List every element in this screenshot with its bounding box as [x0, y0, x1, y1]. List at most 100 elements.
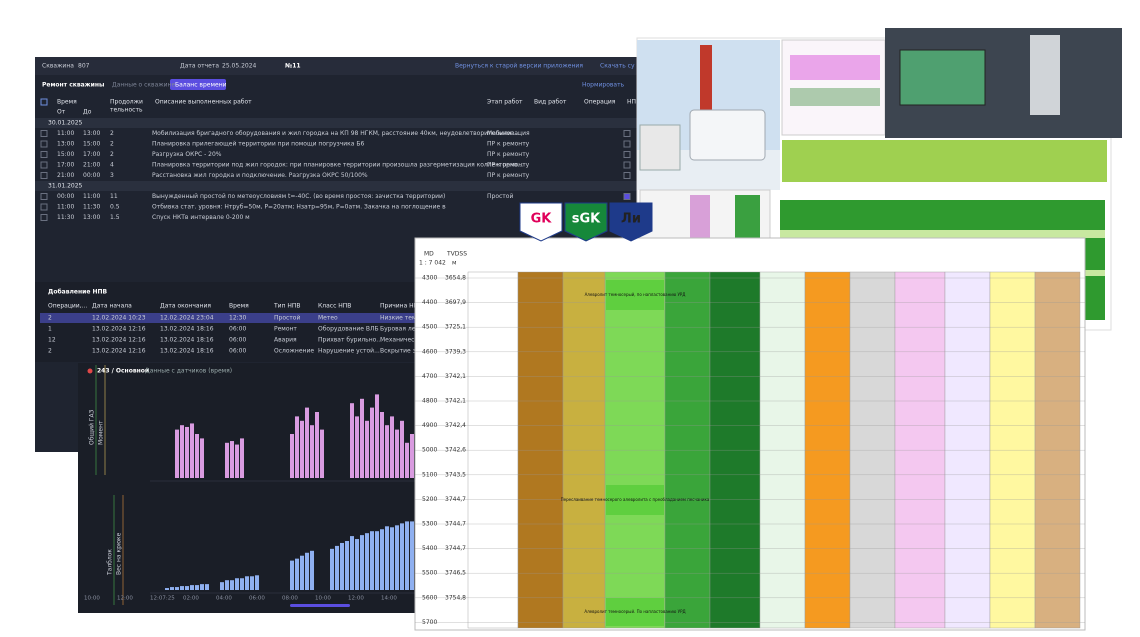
cell: 11:00 [57, 204, 74, 211]
track-badge [564, 202, 608, 242]
bar [310, 425, 314, 478]
cell: 13:00 [83, 130, 100, 137]
section-title: Добавление НПВ [48, 289, 108, 296]
bar [385, 526, 389, 590]
cell: Оборудование ВЛБ [318, 326, 379, 333]
checkbox[interactable] [40, 130, 48, 137]
tab[interactable]: Баланс времени [175, 82, 227, 89]
value[interactable]: 807 [78, 63, 90, 70]
tvdss-label: 3743,5 [445, 471, 466, 478]
bar [225, 442, 229, 478]
cell: Мобилизация [487, 130, 530, 137]
litho-box [606, 280, 664, 310]
tvdss-label: 3742,1 [445, 398, 466, 405]
cell: Механическ [380, 337, 418, 344]
litho-box [606, 485, 664, 515]
time-label: 12:00 [348, 596, 364, 602]
cell: 12.02.2024 23:04 [160, 315, 214, 322]
channel-label: Вес на крюке [116, 532, 123, 575]
cell: 11 [110, 193, 118, 200]
track-badge [609, 202, 653, 242]
checkbox[interactable] [623, 151, 631, 158]
bar [180, 586, 184, 590]
cell: 4 [110, 162, 114, 169]
group-date: 30.01.2025 [48, 120, 83, 127]
column-header: Время [229, 303, 249, 310]
cell: Вынужденный простой по метеоусловиям t=-… [152, 193, 445, 200]
cell: Нарушение устой... [318, 348, 380, 355]
checkbox[interactable] [40, 172, 48, 179]
litho-label: Алевролит темносерый, по напластованию У… [585, 292, 686, 297]
bar [170, 587, 174, 590]
depth-label: 4800 [422, 398, 437, 405]
cell: 12 [48, 337, 56, 344]
cell: 00:00 [83, 172, 100, 179]
cell: 15:00 [83, 141, 100, 148]
checkbox[interactable] [40, 140, 48, 148]
depth-label: 5100 [422, 471, 437, 478]
checkbox[interactable] [40, 203, 48, 211]
cell: Планировка территории под жил городок: п… [152, 162, 523, 169]
checkbox[interactable] [623, 172, 631, 179]
depth-label: 4900 [422, 422, 437, 429]
photo-derrick [700, 45, 712, 125]
tab[interactable]: Данные о скважине [112, 82, 175, 89]
checkbox[interactable] [40, 151, 48, 158]
selected-row [40, 313, 415, 323]
cell: ПР к ремонту [487, 151, 530, 158]
column-header: Дата окончания [160, 303, 211, 310]
link[interactable]: Вернуться к старой версии приложения [455, 63, 583, 70]
bar [220, 582, 224, 590]
tab[interactable]: Ремонт скважины [42, 82, 104, 89]
tvdss-label: 3739,3 [445, 348, 466, 355]
value[interactable]: 25.05.2024 [222, 63, 257, 70]
scrollbar[interactable] [290, 604, 350, 607]
checkbox[interactable] [623, 140, 631, 148]
photo-trailer [689, 109, 766, 161]
log-trace [790, 88, 880, 106]
checkbox[interactable] [40, 98, 48, 106]
tvdss-label: 3744,7 [445, 496, 466, 503]
cell: Вскрытие з [380, 348, 416, 355]
checkbox[interactable] [623, 130, 631, 137]
tvdss-label: 3744,7 [445, 545, 466, 552]
bar [335, 545, 339, 590]
cell: Мобилизация бригадного оборудования и жи… [152, 130, 520, 137]
cell: 13:00 [83, 214, 100, 221]
group-row-bg [35, 118, 700, 128]
depth-label: 5300 [422, 521, 437, 528]
column-header: Дата начала [92, 303, 132, 310]
time-label: 14:00 [381, 596, 397, 602]
depth-label: 4500 [422, 324, 437, 331]
column-header: От [57, 109, 66, 116]
log-trace [790, 55, 880, 80]
checkbox[interactable] [40, 214, 48, 221]
cell: ПР к ремонту [487, 141, 530, 148]
column-header: Операция [584, 99, 616, 106]
column-header: Продолжи [110, 99, 143, 106]
button[interactable]: Нормировать [582, 82, 625, 89]
cell: 21:00 [57, 172, 74, 179]
checkbox[interactable] [40, 161, 48, 169]
checkbox[interactable] [623, 193, 631, 200]
cell: 13.02.2024 18:16 [160, 326, 214, 333]
depth-label: 5500 [422, 570, 437, 577]
depth-label: 5000 [422, 447, 437, 454]
log-track [517, 271, 564, 629]
time-label: 12:07:25 [150, 596, 175, 602]
cell: 17:00 [83, 151, 100, 158]
checkbox[interactable] [623, 161, 631, 169]
checkbox[interactable] [40, 193, 48, 200]
sensor-panel [78, 363, 415, 613]
log-track [604, 271, 666, 629]
cell: 2 [110, 141, 114, 148]
bar [175, 429, 179, 478]
photo-microscope [1030, 35, 1060, 115]
bar [250, 576, 254, 590]
button[interactable]: Скачать су [600, 63, 635, 70]
bar [355, 416, 359, 478]
depth-label: 5700 [422, 619, 437, 626]
column-header: НПВ [627, 99, 640, 106]
tvdss-label: 3654,8 [445, 275, 466, 282]
cell: 13.02.2024 18:16 [160, 348, 214, 355]
